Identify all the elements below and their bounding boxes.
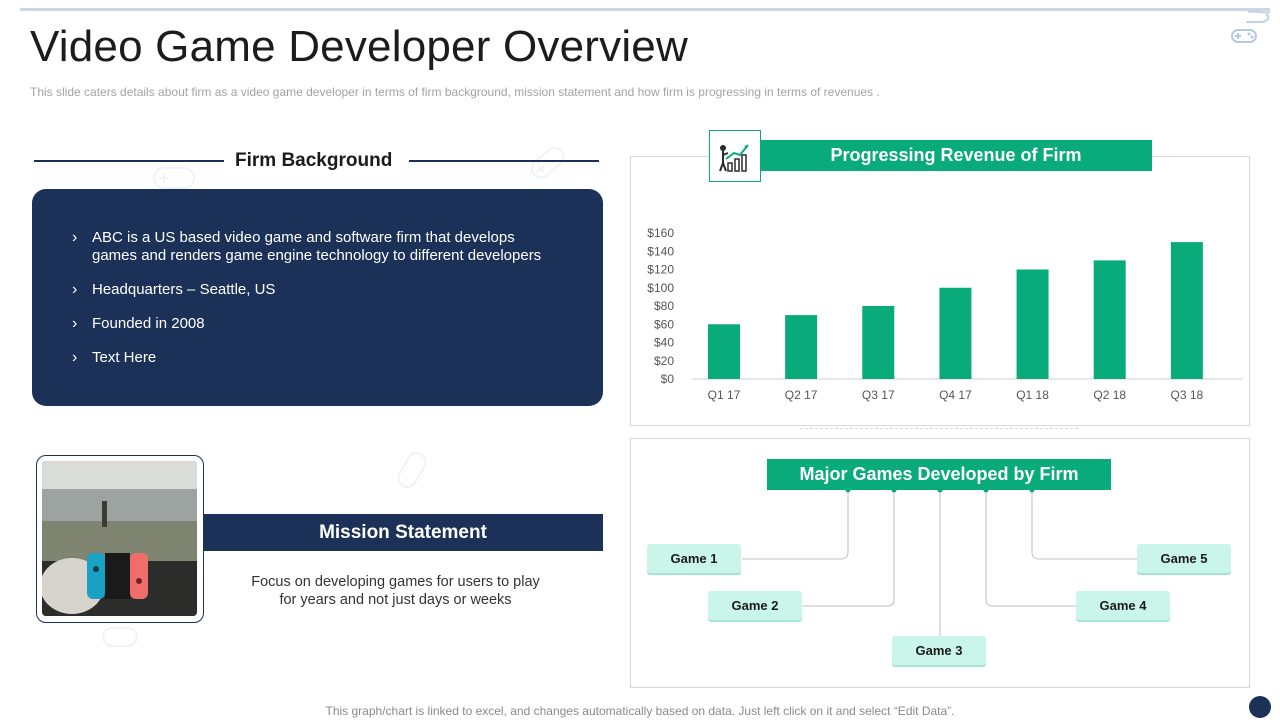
section-divider-left: [34, 160, 224, 162]
games-heading: Major Games Developed by Firm: [767, 459, 1111, 490]
watermark-gamepad-icon: [153, 167, 195, 189]
page-subtitle: This slide caters details about firm as …: [30, 85, 880, 99]
game-2-box: Game 2: [708, 591, 802, 620]
game-1-box: Game 1: [647, 544, 741, 573]
y-tick-label: $160: [647, 226, 674, 240]
footer-note: This graph/chart is linked to excel, and…: [325, 704, 955, 718]
watermark-gamepad-icon: [102, 627, 138, 647]
y-tick-label: $120: [647, 263, 674, 277]
panel-shadow: [800, 424, 1078, 429]
x-tick-label: Q3 18: [1171, 388, 1204, 402]
top-rule: [20, 8, 1270, 11]
x-tick-label: Q1 17: [708, 388, 741, 402]
bar-q2-18: [1093, 260, 1126, 379]
y-tick-label: $20: [654, 354, 674, 368]
bar-q4-17: [939, 287, 972, 379]
list-item: Founded in 2008: [72, 315, 552, 333]
bar-q1-18: [1016, 269, 1049, 379]
mission-photo-frame: [36, 455, 204, 623]
firm-background-heading: Firm Background: [235, 150, 393, 171]
gamepad-icon: [1231, 10, 1271, 43]
revenue-heading: Progressing Revenue of Firm: [760, 140, 1152, 171]
bar-q2-17: [785, 315, 818, 379]
bar-q3-18: [1170, 242, 1203, 379]
list-item: Text Here: [72, 349, 552, 367]
watermark-gamepad-icon: [397, 452, 427, 488]
y-tick-label: $80: [654, 299, 674, 313]
firm-background-card: ABC is a US based video game and softwar…: [32, 189, 603, 406]
game-4-box: Game 4: [1076, 591, 1170, 620]
game-5-box: Game 5: [1137, 544, 1231, 573]
watermark-gamepad-icon: [530, 146, 565, 179]
y-tick-label: $100: [647, 281, 674, 295]
games-connectors: [742, 487, 1138, 636]
revenue-bar-chart: $0 $20 $40 $60 $80 $100 $120 $140 $160 Q1 17 Q2 17…: [647, 226, 1242, 402]
firm-background-list: ABC is a US based video game and softwar…: [72, 229, 552, 383]
handheld-console-photo: [42, 461, 197, 616]
x-tick-label: Q2 18: [1093, 388, 1126, 402]
section-divider-right: [409, 160, 599, 162]
revenue-icon-box: [709, 130, 761, 182]
page-indicator-dot: [1249, 696, 1271, 718]
mission-statement-text: Focus on developing games for users to p…: [251, 574, 540, 608]
bar-q1-17: [708, 324, 740, 379]
y-tick-label: $60: [654, 317, 674, 331]
y-tick-label: $140: [647, 244, 674, 258]
list-item: ABC is a US based video game and softwar…: [72, 229, 552, 265]
growth-chart-icon: [719, 144, 749, 172]
x-tick-label: Q4 17: [939, 388, 972, 402]
list-item: Headquarters – Seattle, US: [72, 281, 552, 299]
game-3-box: Game 3: [892, 636, 986, 665]
page-title: Video Game Developer Overview: [30, 22, 688, 71]
mission-statement-heading: Mission Statement: [203, 514, 603, 551]
x-tick-label: Q3 17: [862, 388, 895, 402]
x-tick-label: Q1 18: [1016, 388, 1049, 402]
y-tick-label: $40: [654, 336, 674, 350]
x-tick-label: Q2 17: [785, 388, 818, 402]
y-tick-label: $0: [661, 372, 675, 386]
bar-q3-17: [862, 306, 895, 379]
